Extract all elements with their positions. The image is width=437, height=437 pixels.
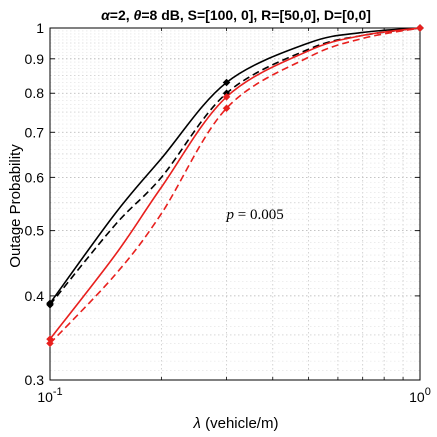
series-marker-4 xyxy=(416,24,424,32)
y-axis-label: Outage Probability xyxy=(7,144,24,268)
y-tick-label: 0.8 xyxy=(25,85,45,101)
chart-title: α=2, θ=8 dB, S=[100, 0], R=[50,0], D=[0,… xyxy=(101,7,371,23)
series-marker-4 xyxy=(46,339,54,348)
axes-box xyxy=(49,27,421,381)
y-tick-label: 0.6 xyxy=(25,169,45,185)
y-tick-label: 0.3 xyxy=(25,372,45,388)
series-marker-3 xyxy=(222,93,231,101)
y-tick-label: 0.7 xyxy=(25,124,45,140)
series-line-4 xyxy=(49,27,421,344)
y-tick-label: 0.5 xyxy=(25,223,45,239)
x-tick-label: 10-1 xyxy=(37,386,62,405)
series-line-3 xyxy=(49,27,421,340)
y-tick-label: 0.4 xyxy=(25,288,45,304)
series-marker-2 xyxy=(46,301,54,309)
probability-annotation: p = 0.005 xyxy=(226,207,284,223)
y-tick-label: 1 xyxy=(36,20,44,36)
series-marker-1 xyxy=(222,78,231,87)
series-line-2 xyxy=(49,27,421,306)
series-marker-4 xyxy=(222,104,231,113)
x-tick-label: 100 xyxy=(409,386,431,405)
axes xyxy=(49,27,421,381)
x-axis-label: λ (vehicle/m) xyxy=(193,415,279,432)
tick-labels: 0.3 0.4 0.5 0.6 0.7 0.8 0.9 1 10-1 100 xyxy=(25,20,431,405)
series-lines xyxy=(46,24,424,348)
y-tick-label: 0.9 xyxy=(25,51,45,67)
series-line-1 xyxy=(49,27,421,304)
grid-lines xyxy=(50,28,420,380)
